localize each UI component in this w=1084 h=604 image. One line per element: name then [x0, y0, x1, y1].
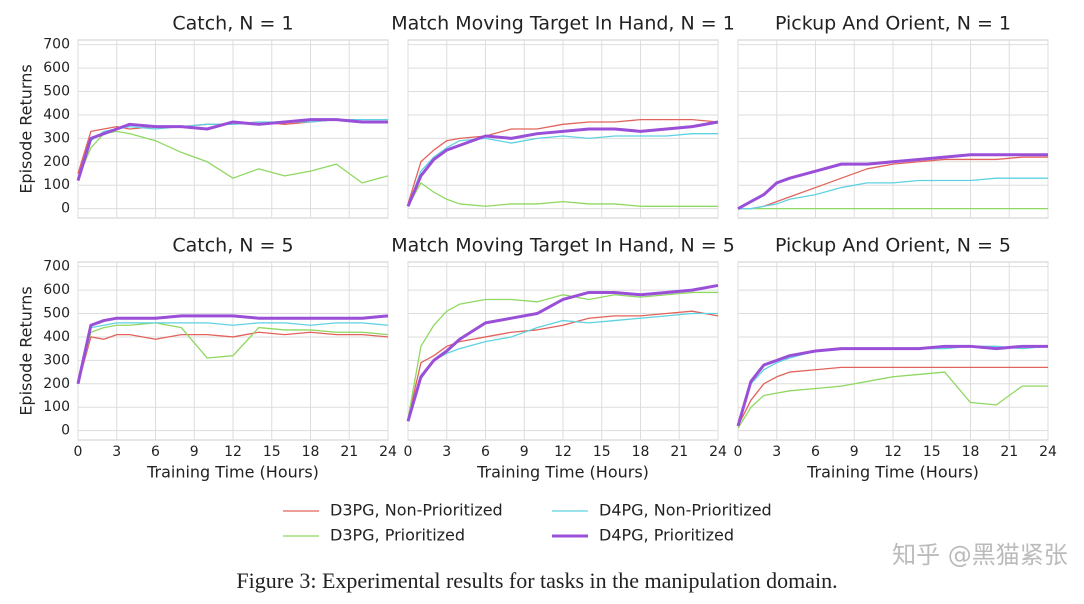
- series-line: [737, 153, 1048, 210]
- y-tick-label: 200: [43, 376, 70, 392]
- x-tick-label: 3: [772, 444, 781, 460]
- y-tick-label: 600: [43, 282, 70, 298]
- x-tick-label: 18: [632, 444, 650, 460]
- y-tick-label: 400: [43, 107, 70, 123]
- x-tick-label: 9: [850, 444, 859, 460]
- y-tick-label: 600: [43, 60, 70, 76]
- y-tick-label: 500: [43, 306, 70, 322]
- x-tick-label: 6: [811, 444, 820, 460]
- series-line: [77, 331, 389, 384]
- series-line: [738, 177, 1048, 210]
- y-tick-label: 700: [43, 37, 70, 53]
- chart-title: Match Moving Target In Hand, N = 5: [391, 235, 735, 257]
- legend-label: D3PG, Prioritized: [330, 526, 465, 545]
- x-tick-label: 15: [593, 444, 611, 460]
- y-tick-label: 0: [61, 201, 70, 217]
- series-line: [407, 310, 719, 420]
- series-line: [406, 283, 719, 422]
- legend-label: D4PG, Prioritized: [599, 526, 734, 545]
- series-line: [77, 322, 389, 384]
- series-line: [736, 344, 1048, 427]
- series-line: [76, 118, 388, 181]
- series-line: [77, 322, 389, 384]
- x-tick-label: 18: [962, 444, 980, 460]
- x-tick-label: 24: [709, 444, 727, 460]
- x-tick-label: 12: [554, 444, 572, 460]
- y-tick-label: 700: [43, 259, 70, 275]
- x-tick-label: 3: [112, 444, 121, 460]
- chart-title: Match Moving Target In Hand, N = 1: [391, 13, 735, 35]
- series-line: [737, 366, 1048, 427]
- legend-label: D4PG, Non-Prioritized: [599, 501, 772, 520]
- watermark: 知乎 @黑猫紧张: [892, 541, 1068, 569]
- y-tick-label: 100: [43, 177, 70, 193]
- x-tick-label: 21: [340, 444, 358, 460]
- x-tick-label: 21: [670, 444, 688, 460]
- series-line: [407, 291, 718, 420]
- x-tick-label: 9: [190, 444, 199, 460]
- y-tick-label: 0: [61, 423, 70, 439]
- x-axis-label: Training Time (Hours): [476, 463, 649, 482]
- y-tick-label: 500: [43, 84, 70, 100]
- series-line: [76, 314, 389, 385]
- y-tick-label: 400: [43, 329, 70, 345]
- caption: Figure 3: Experimental results for tasks…: [236, 568, 837, 593]
- x-tick-label: 24: [379, 444, 397, 460]
- y-axis-label: Episode Returns: [17, 286, 36, 415]
- y-tick-label: 200: [43, 154, 70, 170]
- legend-label: D3PG, Non-Prioritized: [330, 501, 503, 520]
- x-tick-label: 0: [404, 444, 413, 460]
- y-tick-label: 300: [43, 130, 70, 146]
- chart-title: Pickup And Orient, N = 5: [775, 235, 1011, 257]
- x-axis-label: Training Time (Hours): [146, 463, 319, 482]
- series-line: [407, 118, 719, 205]
- x-tick-label: 24: [1039, 444, 1057, 460]
- x-tick-label: 0: [734, 444, 743, 460]
- x-tick-label: 6: [481, 444, 490, 460]
- chart-title: Catch, N = 5: [172, 235, 293, 257]
- series-line: [406, 120, 719, 207]
- x-tick-label: 0: [74, 444, 83, 460]
- y-tick-label: 300: [43, 352, 70, 368]
- x-tick-label: 12: [224, 444, 242, 460]
- chart-title: Catch, N = 1: [172, 13, 293, 35]
- x-tick-label: 12: [884, 444, 902, 460]
- series-line: [738, 156, 1048, 210]
- series-line: [407, 182, 718, 207]
- x-tick-label: 15: [263, 444, 281, 460]
- x-tick-label: 6: [151, 444, 160, 460]
- y-tick-label: 100: [43, 399, 70, 415]
- series-line: [737, 371, 1048, 429]
- x-axis-label: Training Time (Hours): [806, 463, 979, 482]
- chart-title: Pickup And Orient, N = 1: [775, 13, 1011, 35]
- x-tick-label: 21: [1000, 444, 1018, 460]
- x-tick-label: 18: [302, 444, 320, 460]
- x-tick-label: 3: [442, 444, 451, 460]
- x-tick-label: 9: [520, 444, 529, 460]
- series-line: [407, 133, 718, 207]
- y-axis-label: Episode Returns: [17, 64, 36, 193]
- x-tick-label: 15: [923, 444, 941, 460]
